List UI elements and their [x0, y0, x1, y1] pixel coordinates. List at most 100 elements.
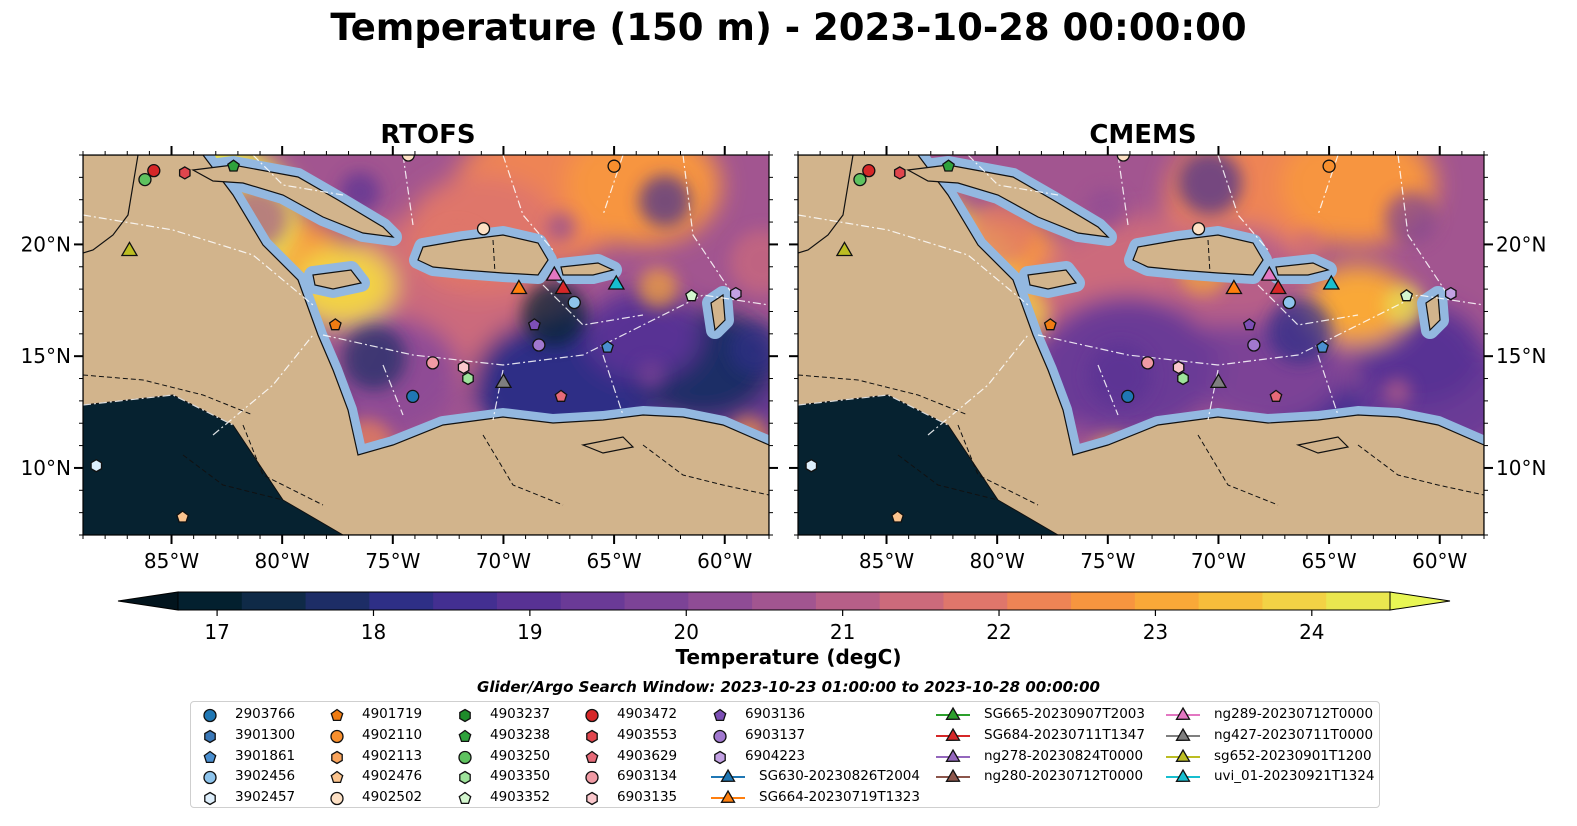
legend-marker — [331, 750, 343, 764]
legend-marker-shape — [1175, 748, 1191, 762]
legend-label: 3901861 — [235, 747, 296, 764]
legend-label: 6903135 — [617, 789, 678, 806]
colorbar-tick-label: 22 — [986, 620, 1011, 644]
temperature-eddy — [1383, 378, 1411, 406]
legend-marker — [711, 769, 745, 783]
lon-tick-label: 70°W — [1191, 549, 1246, 573]
legend-marker-shape — [586, 729, 598, 744]
map-marker-5 — [607, 159, 621, 173]
map-marker-23 — [545, 265, 564, 281]
float-glider-markers — [90, 155, 742, 523]
map-marker-3 — [227, 159, 240, 172]
legend-label: ng289-20230712T0000 — [1214, 706, 1374, 722]
legend-marker-shape — [203, 708, 217, 723]
map-marker-10 — [462, 371, 474, 386]
legend-label: 3902456 — [235, 768, 296, 785]
legend-marker-shape — [204, 791, 216, 806]
colorbar-segment — [433, 592, 498, 610]
colorbar-segment — [752, 592, 817, 610]
legend-label: SG665-20230907T2003 — [984, 706, 1145, 722]
map-marker-12 — [527, 318, 541, 331]
colorbar-tick-label: 18 — [361, 620, 386, 644]
legend-marker — [586, 729, 598, 744]
map-marker-7 — [1043, 318, 1057, 331]
lon-tick-label: 85°W — [859, 549, 914, 573]
map-frame — [797, 154, 1485, 536]
colorbar-segment — [305, 592, 370, 610]
map-marker-14 — [1269, 389, 1283, 402]
lat-tick-label: 20°N — [1496, 232, 1546, 256]
map-marker-2 — [893, 166, 906, 180]
temperature-eddy — [1088, 343, 1152, 407]
map-panel-cmems: 85°W 80°W 75°W 70°W 65°W 60°W 20°N 15°N 10°N — [789, 146, 1546, 573]
temperature-eddy — [1385, 192, 1437, 244]
legend-label: 6904223 — [745, 747, 806, 764]
colorbar-segment — [1262, 592, 1327, 610]
legend-marker — [1166, 748, 1200, 762]
temperature-eddy — [1293, 230, 1321, 258]
map-marker-15 — [567, 295, 581, 310]
legend-marker-shape — [714, 750, 726, 764]
eez-boundaries — [798, 155, 1484, 436]
lon-tick-label: 60°W — [1412, 549, 1467, 573]
legend-marker-shape — [204, 729, 216, 744]
legend-marker-shape — [945, 769, 961, 783]
colorbar-extend-high — [1389, 591, 1451, 611]
map-marker-20 — [891, 510, 905, 523]
colorbar-tick-label: 21 — [830, 620, 855, 644]
map-marker-19 — [90, 458, 103, 473]
lon-tick-label: 70°W — [476, 549, 531, 573]
map-marker-18 — [1444, 286, 1457, 301]
map-marker-9 — [457, 360, 470, 375]
legend-marker — [203, 708, 217, 723]
map-marker-15 — [1282, 295, 1296, 310]
legend-marker — [586, 791, 598, 806]
map-marker-25 — [1322, 274, 1341, 290]
temperature-eddy — [1178, 155, 1242, 215]
legend-label: 4903472 — [617, 706, 678, 722]
legend-label: ng280-20230712T0000 — [984, 768, 1144, 785]
map-marker-16 — [601, 340, 614, 353]
map-marker-19 — [805, 458, 818, 473]
legend-label: 4902110 — [362, 726, 423, 743]
legend-label: 4903350 — [490, 768, 551, 785]
map-marker-10 — [1177, 371, 1189, 386]
legend-marker — [713, 729, 727, 743]
legend-label: 3902457 — [235, 789, 296, 806]
legend-marker — [936, 769, 970, 783]
map-marker-6 — [476, 222, 491, 236]
legend-marker — [330, 708, 344, 722]
legend-marker-shape — [720, 769, 736, 783]
legend-marker — [1166, 727, 1200, 741]
panel-title-cmems: CMEMS — [1089, 120, 1197, 150]
legend-marker — [585, 750, 599, 763]
legend-marker-shape — [720, 789, 736, 804]
legend-marker-shape — [945, 727, 961, 741]
colorbar-tick-label: 17 — [204, 620, 229, 644]
pacific-coast — [798, 394, 1059, 535]
legend-label: sg652-20230901T1200 — [1214, 747, 1372, 764]
legend-label: 3901300 — [235, 726, 296, 743]
legend-marker-shape — [331, 750, 343, 764]
legend-marker — [204, 729, 216, 744]
lon-tick-label: 65°W — [586, 549, 641, 573]
map-marker-26 — [1209, 372, 1228, 389]
legend-label: 4903237 — [490, 706, 551, 722]
legend-marker-shape — [459, 771, 471, 785]
colorbar-tick-label: 19 — [517, 620, 542, 644]
legend-marker-shape — [586, 791, 598, 806]
map-marker-11 — [406, 389, 420, 404]
legend-label: SG684-20230711T1347 — [984, 726, 1145, 743]
map-marker-22 — [510, 279, 528, 295]
legend-marker-shape — [203, 750, 217, 763]
map-marker-26 — [494, 372, 513, 389]
colorbar-segment — [1007, 592, 1072, 610]
map-marker-21 — [120, 241, 139, 257]
map-marker-24 — [554, 279, 572, 295]
legend-marker-shape — [713, 708, 727, 722]
map-marker-21 — [835, 241, 854, 257]
legend-label: 4903629 — [617, 747, 678, 764]
lon-tick-label: 60°W — [697, 549, 752, 573]
colorbar-segment — [624, 592, 689, 610]
pacific-coast — [83, 394, 344, 535]
